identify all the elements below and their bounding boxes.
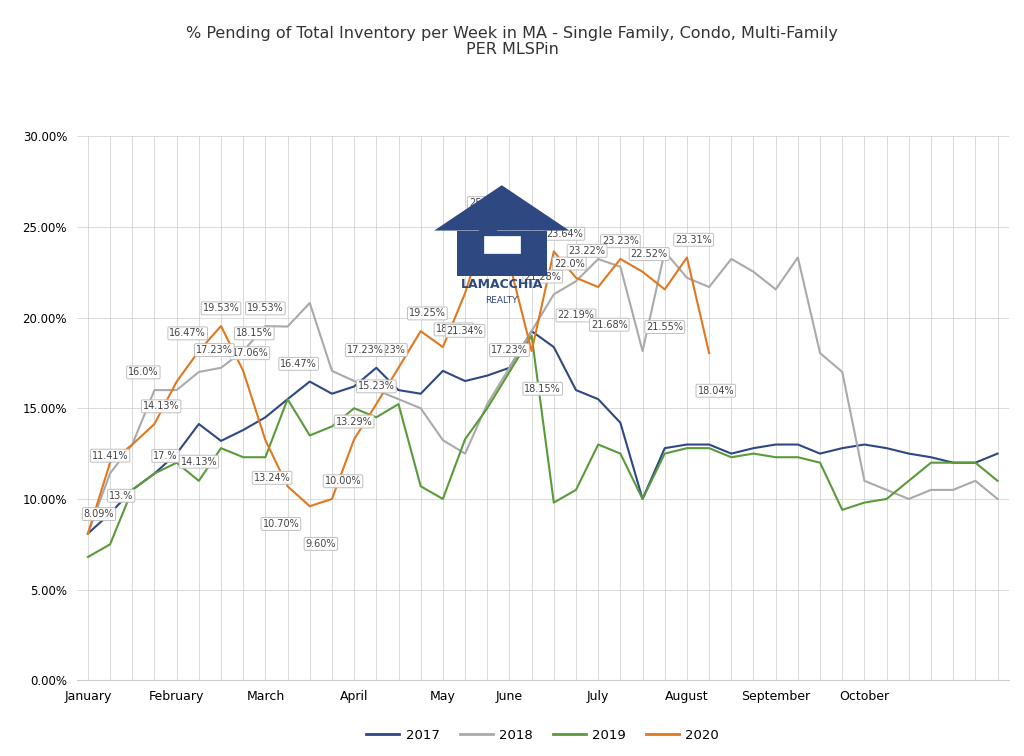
Text: 11.41%: 11.41%: [92, 451, 128, 460]
Text: 8.09%: 8.09%: [84, 509, 115, 519]
Text: 14.13%: 14.13%: [180, 457, 217, 466]
Text: 10.00%: 10.00%: [325, 476, 361, 486]
Text: PER MLSPin: PER MLSPin: [466, 42, 558, 57]
Text: 17.23%: 17.23%: [369, 345, 406, 355]
Text: 17.06%: 17.06%: [231, 349, 268, 358]
Text: 18.37%: 18.37%: [435, 324, 472, 334]
Text: 21.34%: 21.34%: [446, 326, 483, 336]
Text: 21.68%: 21.68%: [591, 320, 628, 330]
Text: 22.19%: 22.19%: [557, 311, 595, 321]
Text: 21.55%: 21.55%: [646, 322, 683, 332]
Text: 13.24%: 13.24%: [254, 472, 291, 483]
Text: 18.15%: 18.15%: [236, 328, 272, 339]
Text: 17.23%: 17.23%: [490, 345, 528, 355]
Text: 19.53%: 19.53%: [247, 303, 284, 313]
Polygon shape: [483, 236, 520, 253]
Text: 19.25%: 19.25%: [409, 308, 445, 318]
Text: 16.47%: 16.47%: [281, 359, 317, 369]
Text: 16.0%: 16.0%: [128, 367, 159, 377]
Text: REALTY: REALTY: [485, 296, 518, 305]
Text: 22.0%: 22.0%: [554, 259, 585, 268]
Text: 13.%: 13.%: [109, 491, 133, 500]
Text: 10.70%: 10.70%: [262, 519, 299, 529]
Legend: 2017, 2018, 2019, 2020: 2017, 2018, 2019, 2020: [361, 723, 724, 747]
Text: LAMACCHIA: LAMACCHIA: [461, 278, 543, 291]
Polygon shape: [434, 185, 569, 231]
Text: 16.47%: 16.47%: [169, 328, 206, 339]
Text: 18.15%: 18.15%: [524, 384, 561, 394]
Text: 21.28%: 21.28%: [524, 271, 561, 281]
Text: 25.23%: 25.23%: [469, 198, 506, 208]
Text: 23.22%: 23.22%: [568, 246, 605, 256]
Text: 23.%: 23.%: [486, 240, 511, 250]
Text: 23.64%: 23.64%: [547, 229, 584, 239]
Text: 18.04%: 18.04%: [697, 386, 734, 395]
Text: 17.23%: 17.23%: [196, 345, 232, 355]
Text: 23.31%: 23.31%: [675, 235, 712, 245]
Text: 22.52%: 22.52%: [631, 249, 668, 259]
Text: 9.60%: 9.60%: [305, 539, 336, 549]
Text: 14.13%: 14.13%: [142, 401, 179, 411]
Text: % Pending of Total Inventory per Week in MA - Single Family, Condo, Multi-Family: % Pending of Total Inventory per Week in…: [186, 26, 838, 42]
Text: 15.23%: 15.23%: [357, 381, 395, 392]
Polygon shape: [479, 203, 498, 231]
Text: 17.%: 17.%: [154, 451, 178, 461]
Text: 19.53%: 19.53%: [203, 303, 240, 313]
Text: 17.23%: 17.23%: [347, 345, 384, 355]
Polygon shape: [457, 231, 547, 276]
Text: 13.29%: 13.29%: [336, 417, 373, 426]
Text: 23.23%: 23.23%: [602, 236, 639, 246]
